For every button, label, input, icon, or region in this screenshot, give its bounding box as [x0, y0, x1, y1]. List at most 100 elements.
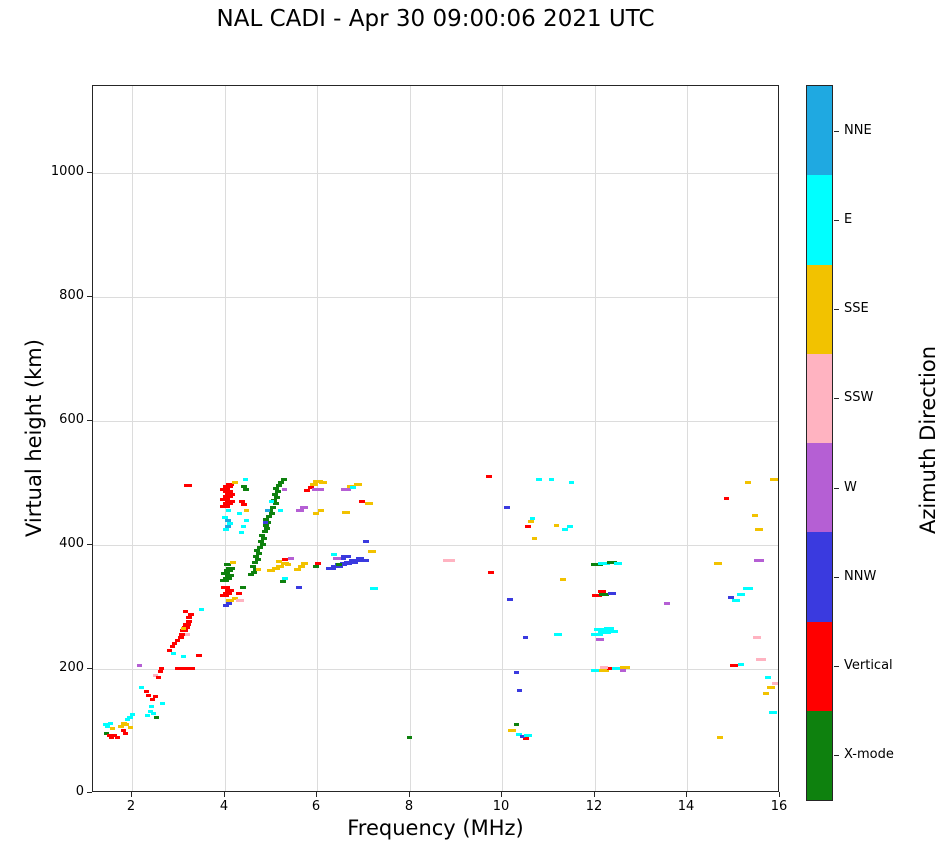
data-point [220, 579, 229, 582]
data-point [368, 550, 376, 553]
data-point [612, 667, 624, 670]
gridline [93, 297, 778, 298]
data-point [262, 530, 268, 533]
y-tick-mark [87, 792, 92, 793]
data-point [236, 592, 242, 595]
data-point [199, 608, 204, 611]
gridline [502, 86, 503, 791]
data-point [604, 627, 614, 630]
y-tick-mark [87, 296, 92, 297]
data-point [536, 478, 542, 481]
data-point [326, 567, 336, 570]
colorbar-tick-mark [834, 755, 839, 756]
data-point [265, 521, 271, 524]
data-point [184, 484, 192, 487]
data-point [331, 553, 337, 556]
data-point [223, 490, 233, 493]
data-point [264, 527, 270, 530]
gridline [93, 545, 778, 546]
data-point [250, 565, 256, 568]
data-point [341, 488, 351, 491]
x-tick-label: 6 [311, 799, 321, 814]
data-point [313, 565, 319, 568]
data-point [257, 546, 263, 549]
data-point [296, 509, 304, 512]
data-point [745, 481, 751, 484]
x-tick-label: 2 [126, 799, 136, 814]
data-point [769, 711, 777, 714]
data-point [312, 488, 324, 491]
data-point [269, 500, 274, 503]
data-point [359, 500, 365, 503]
data-point [270, 506, 276, 509]
data-point [226, 602, 232, 605]
data-point [331, 565, 343, 568]
data-point [407, 736, 412, 739]
data-point [240, 586, 246, 589]
data-point [315, 562, 321, 565]
data-point [354, 483, 362, 486]
data-point [567, 525, 573, 528]
data-point [282, 577, 288, 580]
data-point [253, 555, 259, 558]
data-point [179, 633, 187, 636]
data-point [185, 667, 195, 670]
data-point [554, 633, 562, 636]
data-point [226, 567, 235, 570]
colorbar-segment-w [807, 443, 832, 533]
data-point [269, 512, 275, 515]
data-point [232, 481, 238, 484]
data-point [514, 671, 519, 674]
data-point [273, 502, 279, 505]
data-point [281, 478, 287, 481]
y-tick-label: 200 [59, 660, 84, 675]
data-point [244, 509, 249, 512]
colorbar-tick-mark [834, 577, 839, 578]
data-point [598, 590, 606, 593]
data-point [341, 555, 351, 558]
data-point [105, 725, 110, 728]
data-point [167, 649, 172, 652]
data-point [738, 663, 744, 666]
data-point [150, 698, 155, 701]
colorbar-tick-label: SSW [844, 390, 874, 405]
colorbar-segment-nnw [807, 532, 832, 622]
data-point [186, 616, 192, 619]
data-point [560, 578, 566, 581]
data-point [154, 716, 159, 719]
data-point [304, 489, 310, 492]
data-point [243, 488, 249, 491]
data-point [118, 725, 124, 728]
data-point [256, 568, 261, 571]
data-point [336, 563, 342, 566]
y-axis-label: Virtual height (km) [22, 339, 46, 537]
y-tick-label: 0 [75, 784, 84, 799]
colorbar-tick-mark [834, 398, 839, 399]
data-point [185, 633, 190, 636]
gridline [93, 421, 778, 422]
data-point [171, 652, 176, 655]
data-point [267, 569, 275, 572]
data-point [294, 568, 301, 571]
data-point [130, 713, 135, 716]
data-point [318, 509, 324, 512]
data-point [232, 597, 238, 600]
data-point [728, 596, 734, 599]
x-axis-label: Frequency (MHz) [347, 816, 524, 840]
data-point [271, 499, 277, 502]
data-point [370, 587, 378, 590]
data-point [319, 481, 327, 484]
data-point [349, 559, 361, 562]
data-point [732, 599, 740, 602]
x-tick-mark [686, 792, 687, 797]
data-point [308, 486, 314, 489]
x-tick-label: 16 [770, 799, 788, 814]
colorbar-tick-mark [834, 309, 839, 310]
x-tick-mark [131, 792, 132, 797]
data-point [363, 540, 369, 543]
data-point [267, 509, 273, 512]
data-point [112, 734, 117, 737]
data-point [263, 521, 268, 524]
data-point [614, 562, 622, 565]
data-point [223, 502, 233, 505]
